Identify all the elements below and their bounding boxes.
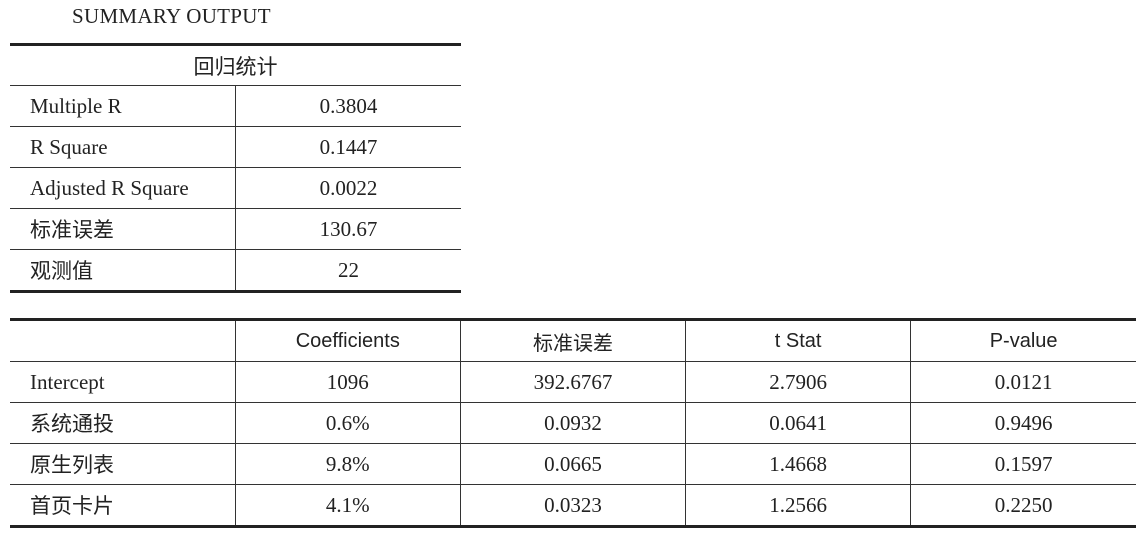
table-row: 系统通投 0.6% 0.0932 0.0641 0.9496 [10,402,1136,444]
coefficients-table: Coefficients 标准误差 t Stat P-value Interce… [10,318,1136,528]
stat-value: 130.67 [235,208,461,250]
coefficient-cell: 4.1% [235,484,461,528]
stat-label: Multiple R [10,85,236,127]
stat-value: 0.1447 [235,126,461,168]
stat-label: 标准误差 [10,208,236,250]
table-header-row: Coefficients 标准误差 t Stat P-value [10,319,1136,362]
p-value-cell: 0.0121 [910,361,1136,403]
regression-statistics-header: 回归统计 [10,44,461,86]
stat-label: R Square [10,126,236,168]
standard-error-cell: 0.0932 [460,402,687,444]
stat-value: 22 [235,249,461,293]
table-row: R Square 0.1447 [10,126,461,168]
table-row: Adjusted R Square 0.0022 [10,167,461,209]
table-row: 观测值 22 [10,249,461,293]
t-stat-cell: 0.0641 [685,402,912,444]
t-stat-cell: 1.4668 [685,443,912,485]
column-header-t-stat: t Stat [685,319,912,362]
table-row: Multiple R 0.3804 [10,85,461,127]
standard-error-cell: 0.0323 [460,484,687,528]
table-row: 首页卡片 4.1% 0.0323 1.2566 0.2250 [10,484,1136,528]
coefficient-cell: 0.6% [235,402,461,444]
stat-label: 观测值 [10,249,236,293]
column-header-coefficients: Coefficients [235,319,461,362]
table-row: 标准误差 130.67 [10,208,461,250]
regression-statistics-table: 回归统计 Multiple R 0.3804 R Square 0.1447 A… [10,43,461,293]
column-header-standard-error: 标准误差 [460,319,687,362]
row-label: Intercept [10,361,236,403]
p-value-cell: 0.1597 [910,443,1136,485]
table-row: 原生列表 9.8% 0.0665 1.4668 0.1597 [10,443,1136,485]
stat-value: 0.3804 [235,85,461,127]
coefficient-cell: 1096 [235,361,461,403]
column-header-p-value: P-value [910,319,1136,362]
coefficient-cell: 9.8% [235,443,461,485]
t-stat-cell: 2.7906 [685,361,912,403]
standard-error-cell: 392.6767 [460,361,687,403]
row-label: 原生列表 [10,443,236,485]
t-stat-cell: 1.2566 [685,484,912,528]
p-value-cell: 0.9496 [910,402,1136,444]
p-value-cell: 0.2250 [910,484,1136,528]
standard-error-cell: 0.0665 [460,443,687,485]
table-header-row: 回归统计 [10,44,461,86]
row-label: 系统通投 [10,402,236,444]
summary-output-title: SUMMARY OUTPUT [72,4,271,28]
stat-label: Adjusted R Square [10,167,236,209]
stat-value: 0.0022 [235,167,461,209]
row-label: 首页卡片 [10,484,236,528]
table-row: Intercept 1096 392.6767 2.7906 0.0121 [10,361,1136,403]
column-header-blank [10,319,236,362]
